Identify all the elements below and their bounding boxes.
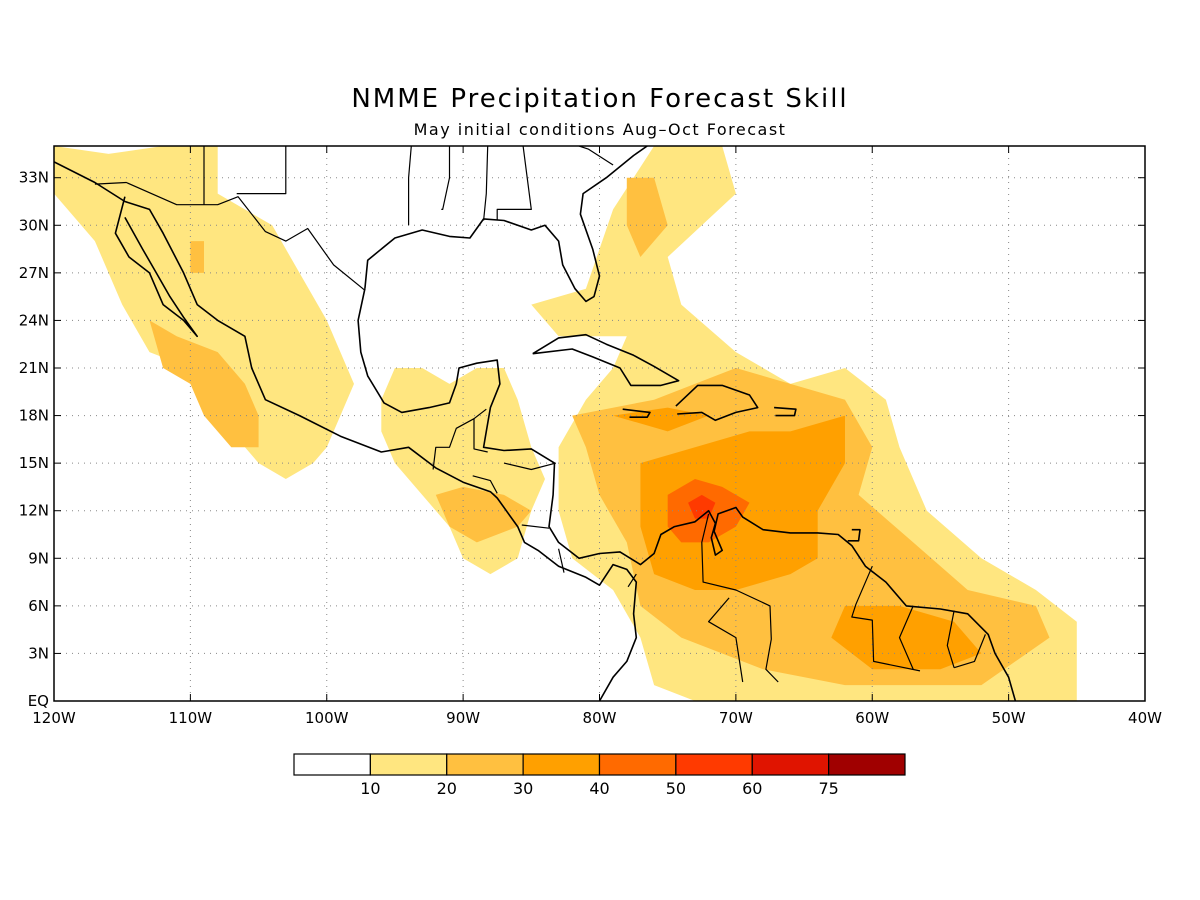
skill-region-level-5 — [688, 494, 716, 519]
lon-tick-label: 90W — [446, 709, 480, 727]
colorbar-label: 60 — [742, 779, 762, 798]
skill-region-level-2 — [190, 241, 204, 273]
lon-tick-label: 100W — [305, 709, 349, 727]
skill-region-level-1 — [54, 146, 354, 479]
lat-tick-label: 30N — [19, 216, 49, 234]
colorbar-bin — [751, 753, 830, 776]
colorbar-bin — [522, 753, 601, 776]
colorbar-bin — [446, 753, 524, 776]
coastline — [54, 161, 638, 701]
skill-region-level-2 — [435, 486, 532, 543]
coastline — [114, 196, 198, 338]
lat-tick-label: 18N — [19, 407, 49, 425]
colorbar-label: 30 — [513, 779, 533, 798]
country-border — [408, 146, 412, 226]
lat-tick-label: EQ — [28, 692, 49, 710]
skill-region-level-3 — [831, 605, 982, 670]
skill-region-level-2 — [626, 177, 668, 257]
lat-tick-label: 12N — [19, 502, 49, 520]
grid-lines — [54, 146, 1145, 701]
country-border — [946, 610, 955, 668]
lon-tick-label: 120W — [32, 709, 76, 727]
country-border — [701, 513, 779, 683]
colorbar-label: 20 — [437, 779, 457, 798]
lat-tick-label: 21N — [19, 359, 49, 377]
skill-shading-layer — [54, 146, 1077, 701]
coastline — [532, 333, 680, 387]
lat-tick-label: 6N — [28, 597, 49, 615]
lon-tick-label: 50W — [992, 709, 1026, 727]
coastline — [364, 146, 648, 303]
coastline-layer — [54, 146, 1017, 701]
country-border — [503, 462, 557, 471]
country-border — [558, 548, 565, 573]
country-border — [472, 475, 498, 494]
lat-tick-label: 24N — [19, 311, 49, 329]
colorbar-label: 75 — [818, 779, 838, 798]
map-title: NMME Precipitation Forecast Skill — [351, 84, 849, 114]
lat-tick-label: 33N — [19, 169, 49, 187]
country-border — [707, 597, 744, 683]
colorbar-label: 40 — [589, 779, 609, 798]
lat-tick-label: 27N — [19, 264, 49, 282]
axis-ticks: 120W 110W 100W 90W 80W 70W 60W 50W 40W EQ 3N 6N 9N 12… — [19, 146, 1162, 727]
colorbar-bin — [828, 753, 906, 776]
coastline — [357, 288, 1017, 701]
coastline — [675, 384, 759, 422]
lat-tick-label: 15N — [19, 454, 49, 472]
lat-tick-label: 9N — [28, 549, 49, 567]
country-border — [898, 605, 914, 670]
country-border — [851, 565, 921, 672]
country-border — [473, 418, 488, 453]
country-border — [236, 146, 287, 195]
colorbar-bin — [598, 753, 677, 776]
lon-tick-label: 40W — [1128, 709, 1162, 727]
country-border — [441, 146, 451, 210]
lon-tick-label: 70W — [719, 709, 753, 727]
map-subtitle: May initial conditions Aug–Oct Forecast — [413, 120, 787, 139]
country-border — [578, 146, 614, 166]
country-border — [94, 181, 366, 291]
coastline — [622, 408, 651, 419]
colorbar-label: 50 — [666, 779, 686, 798]
colorbar-label: 10 — [360, 779, 380, 798]
country-border — [521, 524, 550, 529]
country-border — [627, 573, 637, 588]
country-border — [496, 146, 532, 221]
border-layer — [94, 146, 986, 683]
colorbar-bin — [293, 753, 371, 776]
coastline — [847, 528, 861, 542]
colorbar-bin — [675, 753, 753, 776]
skill-region-level-2 — [149, 320, 259, 448]
colorbar-bin — [369, 753, 448, 776]
lon-tick-label: 80W — [583, 709, 617, 727]
lon-tick-label: 60W — [855, 709, 889, 727]
country-border — [953, 634, 986, 669]
lat-tick-label: 3N — [28, 644, 49, 662]
country-border — [483, 146, 489, 221]
coastline — [774, 406, 797, 417]
country-border — [432, 408, 487, 470]
lon-tick-label: 110W — [169, 709, 213, 727]
colorbar: 10 20 30 40 50 60 75 — [293, 753, 906, 798]
